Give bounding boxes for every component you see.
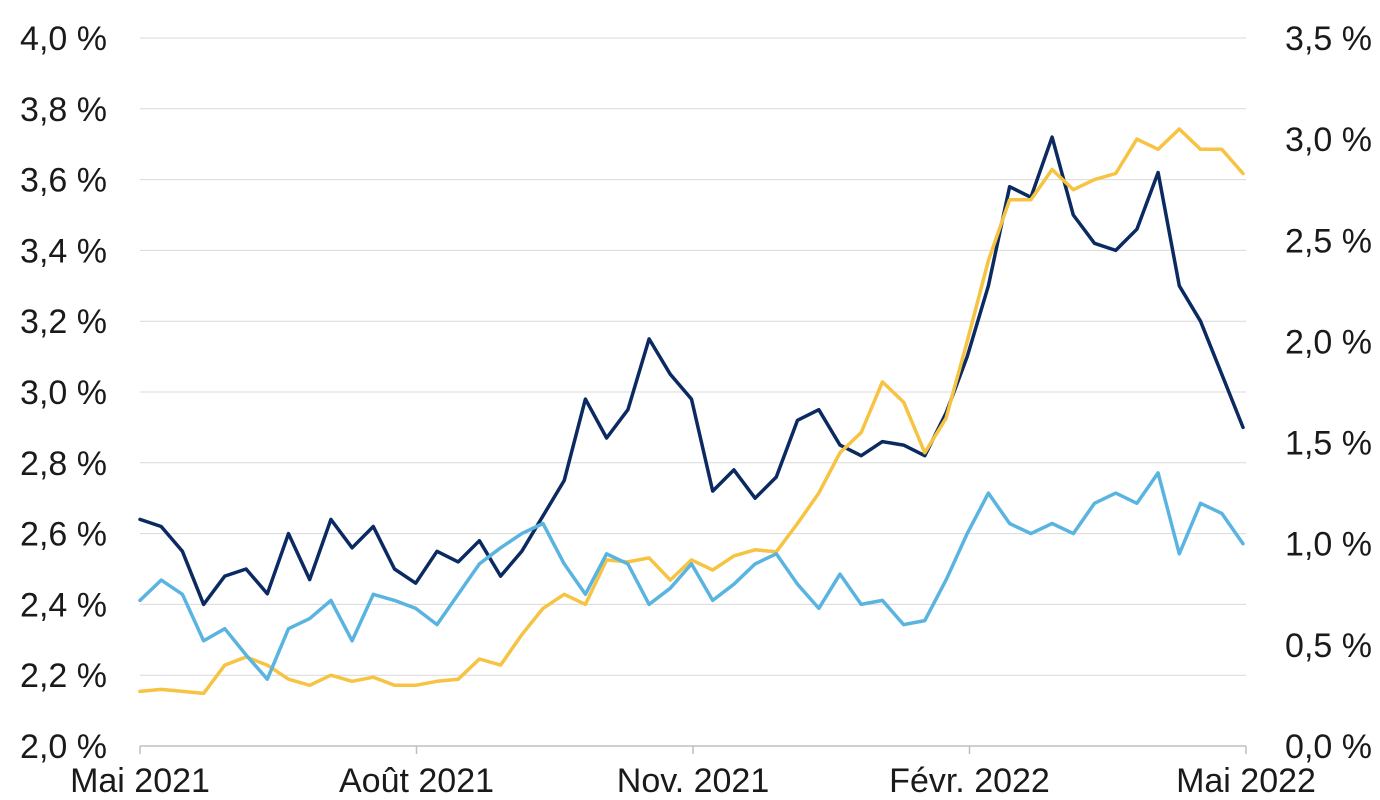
series-line-3: [138, 471, 1245, 681]
right-y-tick-label: 3,0 %: [1285, 121, 1372, 159]
left-y-tick-label: 3,6 %: [20, 162, 107, 200]
right-y-tick-label: 3,5 %: [1285, 20, 1372, 58]
left-y-axis: 2,0 % 2,2 % 2,4 % 2,6 % 2,8 % 3,0 % 3,2 % 3,4 %…: [20, 20, 107, 766]
left-y-tick-label: 2,2 %: [20, 657, 107, 695]
left-y-tick-label: 3,8 %: [20, 91, 107, 129]
x-tick-label: Mai 2022: [1176, 762, 1316, 800]
left-y-tick-label: 3,0 %: [20, 374, 107, 412]
left-y-tick-label: 2,4 %: [20, 586, 107, 624]
x-tick-label: Févr. 2022: [889, 762, 1050, 800]
series-line-2: [138, 127, 1245, 696]
right-y-tick-label: 0,5 %: [1285, 627, 1372, 665]
right-y-axis: 0,0 % 0,5 % 1,0 % 1,5 % 2,0 % 2,5 % 3,0 % 3,5 %: [1285, 20, 1372, 766]
left-y-tick-label: 4,0 %: [20, 20, 107, 58]
left-y-tick-label: 2,6 %: [20, 516, 107, 554]
right-y-tick-label: 1,0 %: [1285, 526, 1372, 564]
left-y-tick-label: 2,8 %: [20, 445, 107, 483]
x-tick-label: Nov. 2021: [617, 762, 769, 800]
series-lines: [138, 127, 1245, 696]
x-tick-label: Mai 2021: [70, 762, 210, 800]
right-y-tick-label: 2,5 %: [1285, 222, 1372, 260]
right-y-tick-label: 0,0 %: [1285, 728, 1372, 766]
series-line-1: [138, 135, 1245, 607]
gridlines: [140, 37, 1246, 676]
right-y-tick-label: 1,5 %: [1285, 425, 1372, 463]
right-y-tick-label: 2,0 %: [1285, 323, 1372, 361]
left-y-tick-label: 2,0 %: [20, 728, 107, 766]
left-y-tick-label: 3,4 %: [20, 232, 107, 270]
x-axis: Mai 2021 Août 2021 Nov. 2021 Févr. 2022 Mai …: [70, 745, 1316, 800]
left-y-tick-label: 3,2 %: [20, 303, 107, 341]
x-tick-label: Août 2021: [339, 762, 494, 800]
